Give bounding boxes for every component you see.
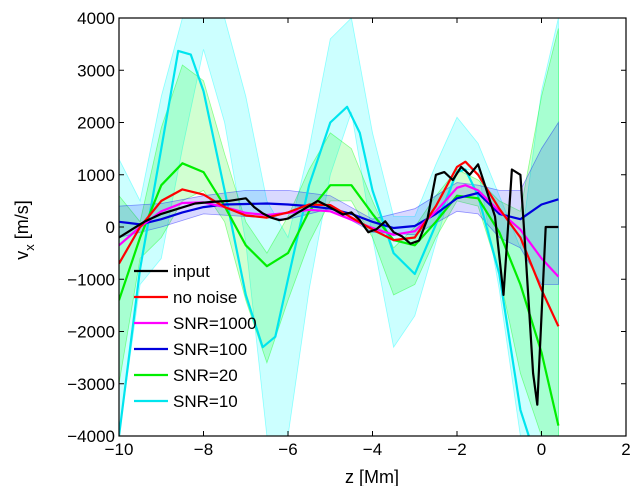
y-axis-label-unit: [m/s]: [12, 200, 32, 239]
x-tick-label: −6: [278, 440, 297, 459]
legend-label-input: input: [173, 262, 210, 281]
y-tick-label: −2000: [67, 323, 115, 342]
series-line-input: [119, 163, 559, 406]
legend-label-snr-10: SNR=10: [173, 392, 238, 411]
series-layer: [119, 49, 560, 436]
x-tick-label: −2: [447, 440, 466, 459]
y-tick-label: −3000: [67, 375, 115, 394]
y-axis-label: v: [12, 251, 32, 260]
x-tick-label: −8: [194, 440, 213, 459]
x-tick-labels: −10 −8 −6 −4 −2 0 2: [105, 440, 631, 459]
svg-text:vx [m/s]: vx [m/s]: [12, 200, 37, 260]
y-tick-label: 3000: [77, 61, 115, 80]
legend-label-snr-1000: SNR=1000: [173, 314, 257, 333]
y-axis-label-group: vx [m/s]: [12, 200, 37, 260]
band-snr-20: [119, 28, 559, 436]
legend-label-snr-20: SNR=20: [173, 366, 238, 385]
x-axis-label: z [Mm]: [345, 467, 399, 486]
y-tick-label: 0: [106, 218, 115, 237]
y-tick-label: −1000: [67, 270, 115, 289]
ticks-layer: [118, 17, 627, 437]
y-tick-label: 2000: [77, 114, 115, 133]
x-tick-label: −4: [363, 440, 382, 459]
legend: input no noise SNR=1000 SNR=100 SNR=20 SNR=10: [134, 262, 257, 411]
y-tick-label: 4000: [77, 9, 115, 28]
y-tick-labels: −4000 −3000 −2000 −1000 0 1000 2000 3000 4000: [67, 9, 115, 446]
legend-label-snr-100: SNR=100: [173, 340, 247, 359]
x-tick-label: −10: [105, 440, 134, 459]
x-tick-label: 0: [537, 440, 546, 459]
band-snr-10: [119, 18, 559, 436]
y-tick-label: 1000: [77, 166, 115, 185]
legend-label-no-noise: no noise: [173, 288, 237, 307]
series-line-snr-20: [119, 162, 560, 426]
y-axis-label-subscript: x: [22, 244, 37, 251]
y-tick-label: −4000: [67, 427, 115, 446]
x-tick-label: 2: [621, 440, 630, 459]
